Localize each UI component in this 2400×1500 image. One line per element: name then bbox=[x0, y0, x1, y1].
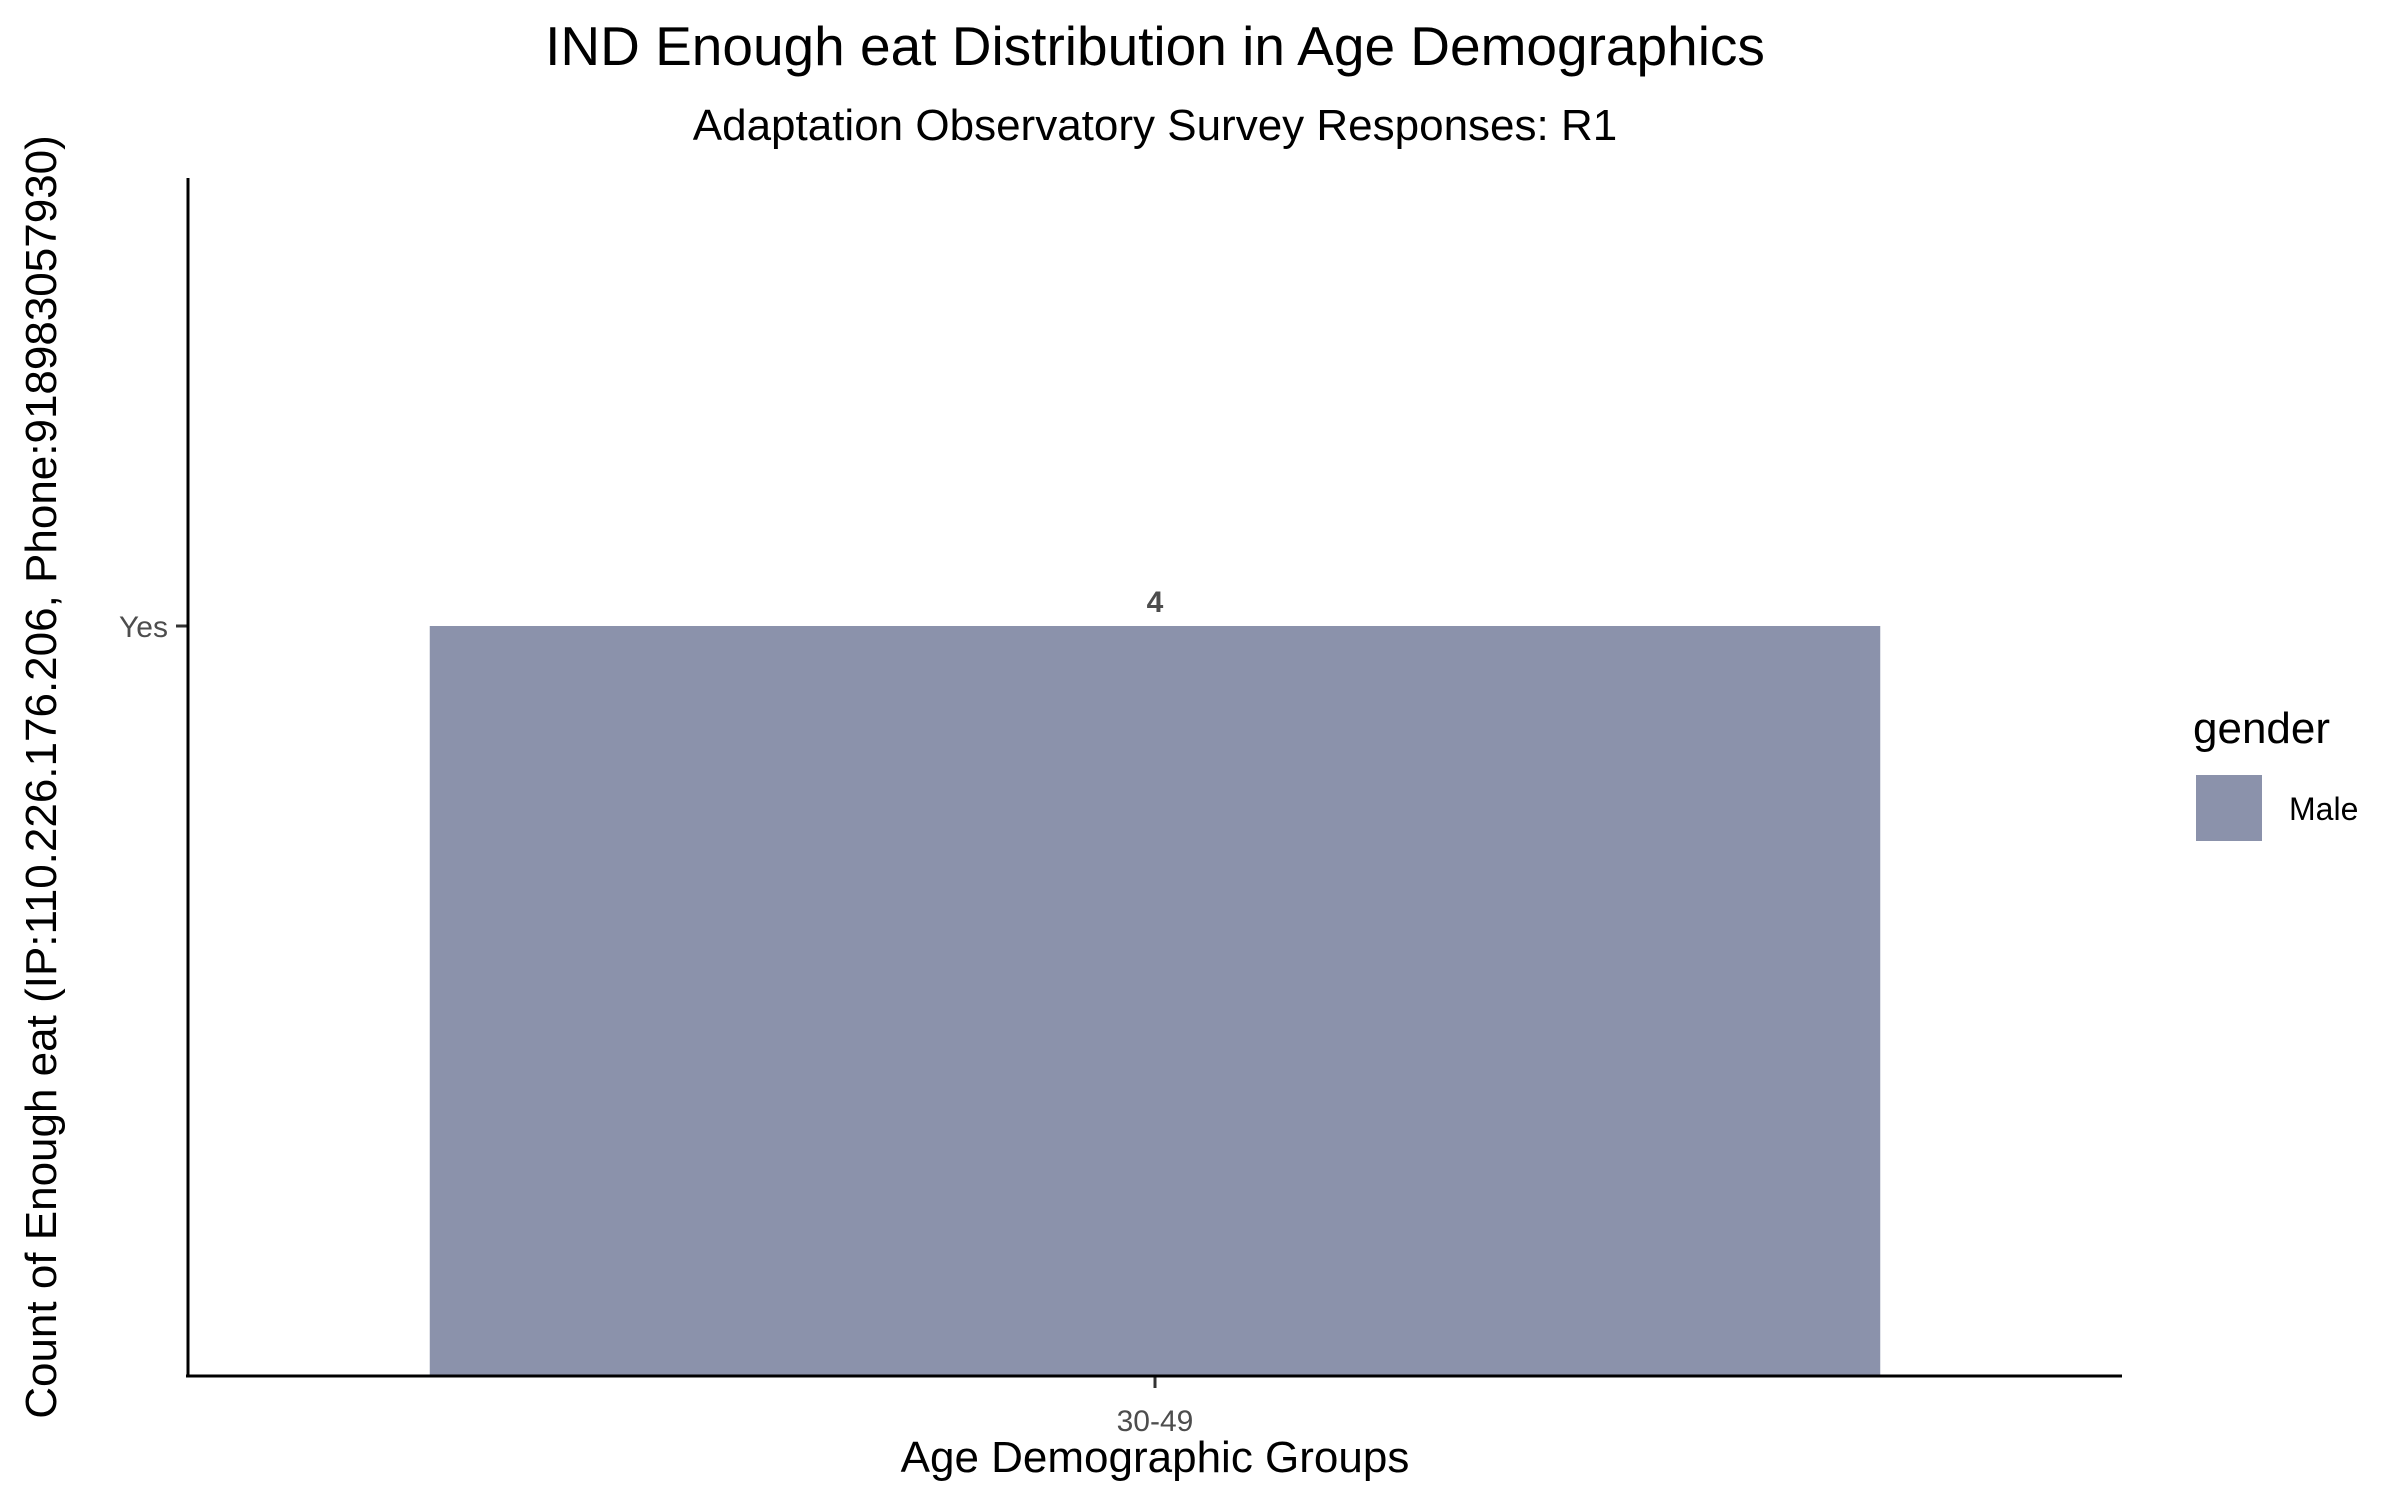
bar-30-49 bbox=[429, 626, 1881, 1376]
x-axis-title: Age Demographic Groups bbox=[901, 1433, 1410, 1482]
legend-label-male: Male bbox=[2289, 791, 2358, 827]
chart-title: IND Enough eat Distribution in Age Demog… bbox=[545, 15, 1765, 77]
bar-data-label: 4 bbox=[1147, 586, 1164, 619]
plot-area: 4 30-49 Yes bbox=[119, 586, 1881, 1438]
y-tick-label: Yes bbox=[119, 611, 168, 644]
legend-swatch-male bbox=[2196, 775, 2262, 841]
x-tick-label: 30-49 bbox=[1117, 1405, 1194, 1438]
chart-subtitle: Adaptation Observatory Survey Responses:… bbox=[693, 101, 1617, 150]
legend: gender Male bbox=[2193, 704, 2358, 841]
y-axis-title: Count of Enough eat (IP:110.226.176.206,… bbox=[17, 135, 66, 1419]
legend-title: gender bbox=[2193, 704, 2330, 753]
